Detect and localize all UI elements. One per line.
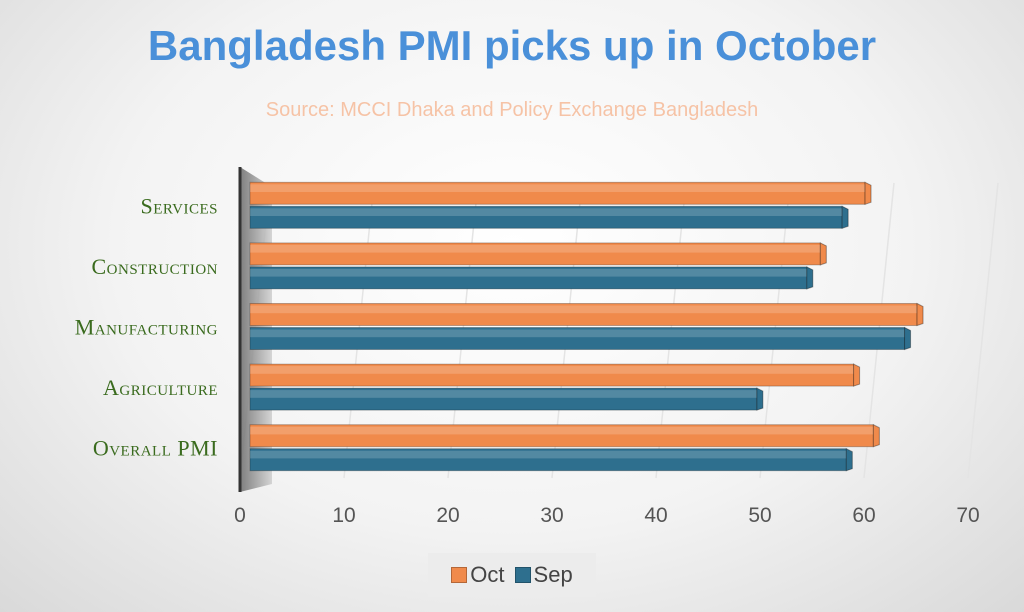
legend-label-sep: Sep	[533, 562, 573, 587]
x-tick-label: 0	[234, 504, 246, 527]
bar-overall-pmi-sep	[249, 447, 853, 472]
bar-services-sep	[249, 205, 849, 229]
bar-overall-pmi-oct	[249, 423, 880, 448]
x-tick-label: 60	[852, 504, 875, 527]
legend-swatch-sep	[514, 567, 531, 583]
legend-swatch-oct	[451, 567, 468, 583]
x-tick-label: 20	[436, 504, 459, 527]
category-label-services: Services	[140, 193, 218, 218]
legend-item-oct: Oct	[451, 562, 505, 588]
category-label-construction: Construction	[91, 254, 218, 279]
chart-title: Bangladesh PMI picks up in October	[147, 22, 877, 69]
chart-subtitle: Source: MCCI Dhaka and Policy Exchange B…	[265, 99, 759, 121]
gridline	[967, 182, 999, 479]
x-tick-label: 40	[644, 504, 667, 527]
bar-construction-oct	[249, 242, 827, 266]
x-tick-label: 30	[540, 504, 563, 527]
x-tick-label: 50	[748, 504, 771, 527]
bar-agriculture-oct	[249, 363, 861, 387]
axis-labels: Services Construction Manufacturing Agricul…	[75, 193, 980, 527]
bar-manufacturing-oct	[249, 302, 924, 327]
legend: Oct Sep	[428, 553, 596, 597]
bars	[249, 181, 924, 472]
category-label-agriculture: Agriculture	[103, 375, 218, 400]
x-tick-label: 10	[332, 504, 355, 527]
bar-agriculture-sep	[249, 387, 764, 411]
bar-construction-sep	[249, 266, 814, 290]
category-label-overall-pmi: Overall PMI	[93, 436, 218, 461]
category-label-manufacturing: Manufacturing	[75, 315, 218, 340]
legend-label-oct: Oct	[470, 562, 505, 587]
bar-services-oct	[249, 181, 872, 205]
bar-manufacturing-sep	[249, 326, 912, 351]
legend-item-sep: Sep	[514, 562, 573, 588]
x-tick-label: 70	[956, 504, 979, 527]
